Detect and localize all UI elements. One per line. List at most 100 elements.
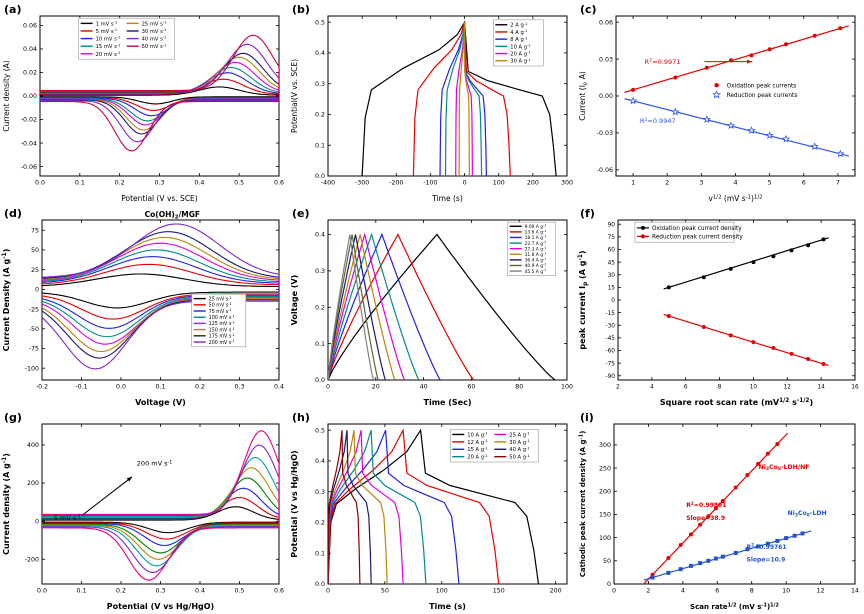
svg-text:10 A g-1: 10 A g-1 <box>510 44 530 51</box>
svg-text:R2=0.9947: R2=0.9947 <box>640 117 676 125</box>
svg-text:200: 200 <box>550 588 562 595</box>
svg-text:0.6: 0.6 <box>274 588 284 595</box>
svg-text:400: 400 <box>27 442 39 449</box>
panel-i: (i) 0 2 4 6 8 10 12 14 0 50 100 150 200 250 300 Scan ra… <box>576 410 864 614</box>
chart-d-cv: -0.2 -0.1 0.0 0.1 0.2 0.3 0.4 -100 -75 -50 -25 0 25 5… <box>2 210 284 407</box>
svg-text:0.3: 0.3 <box>315 268 325 275</box>
chart-h-gcd: 0 50 100 150 200 0.0 0.1 0.2 0.3 0.4 0.5 Time (s) Po… <box>290 423 568 611</box>
svg-text:1: 1 <box>631 180 635 187</box>
svg-text:30 mV s-1: 30 mV s-1 <box>142 28 167 35</box>
svg-text:Time (s): Time (s) <box>431 194 463 203</box>
panel-b-label: (b) <box>292 3 310 16</box>
svg-text:9.09 A g-1: 9.09 A g-1 <box>525 223 547 230</box>
svg-text:Potential (V vs. SCE): Potential (V vs. SCE) <box>121 194 198 203</box>
svg-text:90: 90 <box>608 222 616 228</box>
svg-text:Square root scan rate (mV1/2 s: Square root scan rate (mV1/2 s-1/2) <box>660 398 813 407</box>
svg-text:Oxidation peak current density: Oxidation peak current density <box>652 226 742 232</box>
svg-text:25 A g-1: 25 A g-1 <box>509 432 529 439</box>
svg-text:Reduction peak current density: Reduction peak current density <box>652 235 743 241</box>
svg-text:0.4: 0.4 <box>195 588 205 595</box>
svg-text:14: 14 <box>851 588 859 595</box>
svg-text:2: 2 <box>616 385 620 391</box>
svg-text:0.4: 0.4 <box>315 232 325 239</box>
svg-text:0.5: 0.5 <box>234 180 244 187</box>
svg-text:50: 50 <box>603 558 611 565</box>
svg-text:-0.06: -0.06 <box>21 164 37 171</box>
svg-text:100: 100 <box>493 180 505 187</box>
svg-text:4: 4 <box>650 385 654 391</box>
svg-text:v1/2 (mV s-1)1/2: v1/2 (mV s-1)1/2 <box>708 194 762 203</box>
svg-text:peak current Ip (A g-1): peak current Ip (A g-1) <box>578 250 589 349</box>
svg-text:7: 7 <box>836 180 840 187</box>
svg-text:8: 8 <box>718 385 722 391</box>
svg-text:-200: -200 <box>25 556 39 563</box>
svg-text:-75: -75 <box>29 346 39 353</box>
panel-e: (e) 0 20 40 60 80 100 0.0 0.1 0.2 0.3 0.4 Time (Sec… <box>288 206 576 410</box>
svg-text:5 mV s-1: 5 mV s-1 <box>96 28 118 35</box>
svg-text:150 mV s-1: 150 mV s-1 <box>209 327 235 334</box>
panel-g-label: (g) <box>4 411 22 424</box>
chart-b-gcd: -400 -300 -200 -100 0 100 200 300 0.0 0.1 0.2 0.3 0.… <box>290 15 573 203</box>
svg-text:Current (Ip A): Current (Ip A) <box>578 71 589 121</box>
panel-c: (c) 1 2 3 4 5 6 7 -0.06 -0.03 0.00 0.03 0.06 v1/2 (m… <box>576 2 864 206</box>
svg-text:Oxidation peak currents: Oxidation peak currents <box>727 83 797 89</box>
svg-text:0.5: 0.5 <box>234 588 244 595</box>
svg-text:Ni3Co8-LDH: Ni3Co8-LDH <box>788 510 827 518</box>
svg-text:15 A g-1: 15 A g-1 <box>467 446 487 453</box>
svg-text:Co(OH)2/MGF: Co(OH)2/MGF <box>145 210 200 221</box>
svg-text:20: 20 <box>372 384 380 391</box>
svg-text:13.6 A g-1: 13.6 A g-1 <box>525 229 547 236</box>
svg-text:30: 30 <box>608 273 616 279</box>
svg-text:0.0: 0.0 <box>37 588 47 595</box>
svg-text:Slope=38.9: Slope=38.9 <box>686 515 725 522</box>
svg-text:0: 0 <box>607 581 611 588</box>
svg-text:Voltage (V): Voltage (V) <box>135 398 186 407</box>
svg-text:200: 200 <box>27 480 39 487</box>
svg-text:0.1: 0.1 <box>315 142 325 149</box>
svg-text:0.4: 0.4 <box>194 180 204 187</box>
svg-text:25 mV s-1: 25 mV s-1 <box>209 296 232 303</box>
svg-text:2: 2 <box>665 180 669 187</box>
svg-text:-0.03: -0.03 <box>597 130 613 137</box>
svg-text:-75: -75 <box>606 361 616 367</box>
svg-text:200: 200 <box>599 488 611 495</box>
svg-text:150: 150 <box>599 512 611 519</box>
panel-i-label: (i) <box>580 411 594 424</box>
svg-text:6: 6 <box>802 180 806 187</box>
svg-text:22.7 A g-1: 22.7 A g-1 <box>525 240 547 247</box>
svg-text:0.6: 0.6 <box>274 180 284 187</box>
chart-g-cv: 0.0 0.1 0.2 0.3 0.4 0.5 0.6 -200 0 200 400 Potentia… <box>2 423 284 611</box>
svg-text:15 mV s-1: 15 mV s-1 <box>96 43 121 50</box>
chart-f-peak-currents: 2 4 6 8 10 12 14 16 -90 -75 -60 -45 -30 -15 0 15 30 45 60 7… <box>578 219 859 407</box>
svg-text:36.4 A g-1: 36.4 A g-1 <box>525 257 547 264</box>
svg-text:50 mV s-1: 50 mV s-1 <box>142 43 167 50</box>
svg-text:300: 300 <box>599 442 611 449</box>
panel-f-label: (f) <box>580 207 595 220</box>
svg-text:Ni3Co8-LDH/NF: Ni3Co8-LDH/NF <box>759 464 810 472</box>
svg-text:0.1: 0.1 <box>315 550 325 557</box>
svg-text:250: 250 <box>599 465 611 472</box>
svg-text:45.5 A g-1: 45.5 A g-1 <box>525 268 547 275</box>
svg-text:-0.04: -0.04 <box>21 140 37 147</box>
svg-text:175 mV s-1: 175 mV s-1 <box>209 333 235 340</box>
svg-text:0.4: 0.4 <box>315 50 325 57</box>
svg-text:0.1: 0.1 <box>76 588 86 595</box>
svg-text:27.3 A g-1: 27.3 A g-1 <box>525 246 547 253</box>
svg-text:20 mV s-1: 20 mV s-1 <box>96 51 121 58</box>
svg-text:-30: -30 <box>606 323 616 329</box>
svg-text:14: 14 <box>817 385 825 391</box>
svg-text:-100: -100 <box>25 365 39 372</box>
svg-text:0.04: 0.04 <box>23 46 37 53</box>
svg-text:0.06: 0.06 <box>23 23 37 30</box>
svg-text:100: 100 <box>561 384 573 391</box>
svg-text:0.3: 0.3 <box>154 180 164 187</box>
svg-text:30 A g-1: 30 A g-1 <box>510 58 530 65</box>
svg-text:15: 15 <box>608 286 616 292</box>
svg-text:0.06: 0.06 <box>599 19 613 26</box>
svg-text:12: 12 <box>784 385 792 391</box>
svg-text:-400: -400 <box>321 180 335 187</box>
svg-text:0.0: 0.0 <box>116 384 126 391</box>
panel-a-label: (a) <box>4 3 22 16</box>
svg-text:10: 10 <box>782 588 790 595</box>
